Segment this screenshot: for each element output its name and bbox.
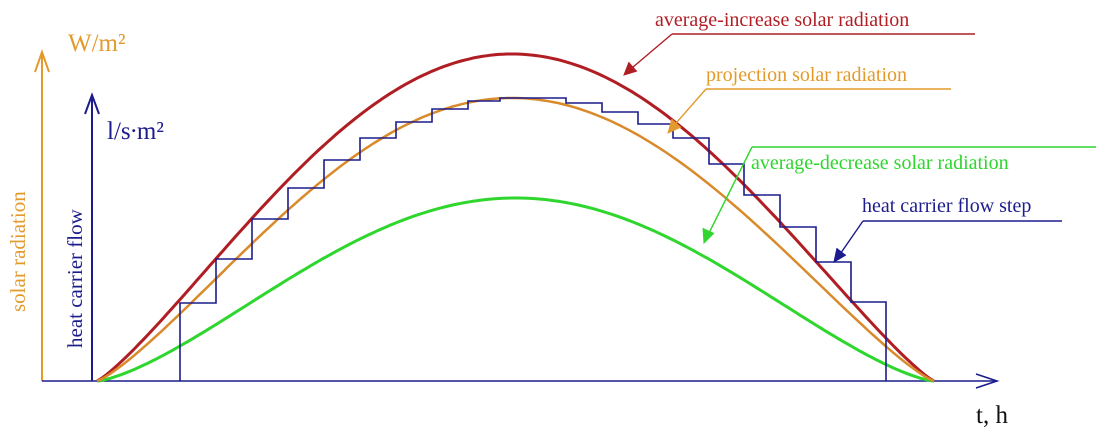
time-axis-arrowhead xyxy=(975,373,1000,389)
orange-leader-arrowhead xyxy=(667,118,682,134)
average-decrease-curve xyxy=(96,196,935,383)
red-leader-arrowhead xyxy=(623,61,638,76)
red-leader-arrow xyxy=(625,33,673,74)
average-increase-curve xyxy=(96,52,935,383)
blue-leader-arrowhead xyxy=(833,247,847,264)
heat-flow-title: heat carrier flow xyxy=(63,208,87,348)
heat-flow-axis-arrowhead xyxy=(84,92,100,115)
time-axis-label: t, h xyxy=(976,402,1008,429)
solar-radiation-title: solar radiation xyxy=(6,191,30,312)
projection-curve xyxy=(96,96,935,383)
solar-axis-arrowhead xyxy=(34,48,50,73)
green-leader-arrowhead xyxy=(702,227,715,245)
blue-step-label: heat carrier flow step xyxy=(862,195,1031,217)
red-curve-label: average-increase solar radiation xyxy=(655,9,909,31)
heat-carrier-flow-step xyxy=(179,97,887,381)
green-leader-arrow xyxy=(704,146,753,242)
flow-unit-label: l/s∙m² xyxy=(107,118,164,145)
green-curve-label: average-decrease solar radiation xyxy=(751,152,1009,174)
orange-curve-label: projection solar radiation xyxy=(706,64,907,86)
solar-unit-label: W/m² xyxy=(68,30,125,57)
